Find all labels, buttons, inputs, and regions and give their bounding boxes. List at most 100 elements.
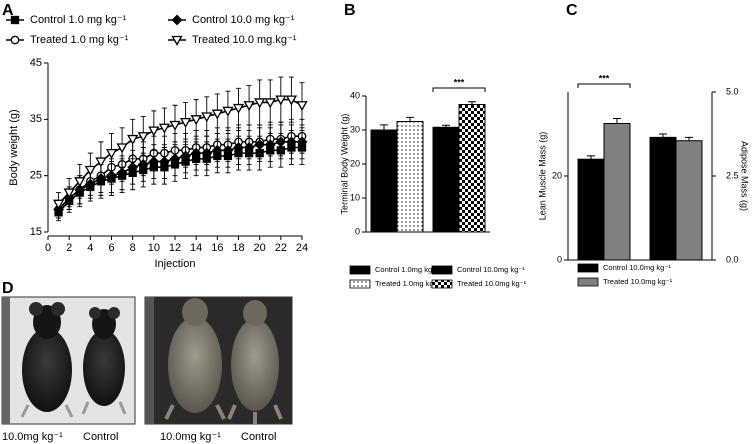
bar xyxy=(603,123,631,261)
panel: B 0 10 20 30 40 Terminal Body Weight (g) *** Con… xyxy=(339,2,527,289)
legend-label: Treated 10.0mg kg⁻¹ xyxy=(457,279,527,288)
marker xyxy=(52,199,65,210)
panel-label: A xyxy=(2,2,14,19)
marker xyxy=(243,101,255,112)
x-tick-label: 24 xyxy=(296,242,308,254)
panel-label: C xyxy=(566,2,578,19)
photo-1 xyxy=(1,296,136,425)
marker xyxy=(285,95,298,106)
marker xyxy=(254,139,266,151)
bar xyxy=(577,158,605,261)
error-bar xyxy=(587,155,595,160)
panel-label: B xyxy=(344,2,356,19)
marker xyxy=(233,142,244,153)
bar xyxy=(675,140,703,261)
marker xyxy=(180,150,192,162)
photo-2 xyxy=(144,296,293,425)
legend-swatch xyxy=(577,263,599,273)
marker xyxy=(148,126,160,137)
marker xyxy=(84,165,96,176)
marker xyxy=(190,115,202,126)
marker xyxy=(106,170,117,182)
legend-label: Treated 1.0mg kg⁻¹ xyxy=(375,279,440,288)
x-tick-label: 2 xyxy=(66,242,72,254)
marker xyxy=(285,136,297,148)
marker xyxy=(105,148,118,159)
y-axis-label: Lean Muscle Mass (g) xyxy=(537,132,547,221)
marker xyxy=(95,157,107,168)
x-axis-label: Injection xyxy=(155,258,196,270)
y2-tick-label: 2.5 xyxy=(726,170,739,180)
series-line xyxy=(58,135,302,211)
error-bar xyxy=(468,101,476,105)
x-tick-label: 14 xyxy=(190,242,202,254)
error-bar xyxy=(685,136,693,141)
legend-swatch xyxy=(349,279,371,289)
marker xyxy=(10,35,20,45)
x-tick-label: 0 xyxy=(45,242,51,254)
y2-axis-label: Adipose Mass (g) xyxy=(740,141,750,211)
x-tick-label: 20 xyxy=(254,242,266,254)
legend-label: Treated 10.0 mg.kg⁻¹ xyxy=(192,34,297,46)
x-tick-label: 18 xyxy=(232,242,244,254)
y2-tick-label: 5.0 xyxy=(726,86,739,96)
marker xyxy=(74,177,86,188)
marker xyxy=(243,142,255,153)
marker xyxy=(222,144,234,156)
marker xyxy=(171,35,183,46)
x-tick-label: 6 xyxy=(108,242,114,254)
marker xyxy=(169,120,181,131)
significance-bracket xyxy=(432,87,486,92)
y-tick-label: 45 xyxy=(30,57,42,69)
photo-caption: Control xyxy=(83,431,118,443)
marker xyxy=(127,134,139,145)
marker xyxy=(264,139,276,151)
significance-bracket xyxy=(577,83,631,88)
y-tick-label: 40 xyxy=(350,90,360,100)
x-tick-label: 16 xyxy=(211,242,223,254)
significance-label: *** xyxy=(454,77,465,87)
significance-label: *** xyxy=(599,73,610,83)
legend-swatch xyxy=(431,279,453,289)
x-tick-label: 22 xyxy=(275,242,287,254)
legend-swatch xyxy=(349,265,371,275)
marker xyxy=(275,136,287,148)
bar xyxy=(458,104,486,233)
marker xyxy=(116,167,128,179)
legend-label: Treated 1.0 mg kg⁻¹ xyxy=(30,34,129,46)
y-tick-label: 10 xyxy=(350,192,360,202)
y-tick-label: 20 xyxy=(552,170,562,180)
legend-swatch xyxy=(431,265,453,275)
marker xyxy=(264,98,276,109)
panel-label: D xyxy=(2,280,14,297)
y-tick-label: 20 xyxy=(350,158,360,168)
legend-label: Control 1.0 mg kg⁻¹ xyxy=(30,14,127,26)
bar xyxy=(396,121,424,233)
marker xyxy=(137,158,149,170)
marker xyxy=(211,109,223,120)
marker xyxy=(201,112,213,123)
y2-tick-label: 0.0 xyxy=(726,254,739,264)
photo-caption: 10.0mg kg⁻¹ xyxy=(2,431,63,443)
bar xyxy=(370,129,398,233)
marker xyxy=(232,103,245,114)
legend-label: Treated 10.0mg kg⁻¹ xyxy=(603,277,673,286)
marker xyxy=(222,106,234,117)
error-bar xyxy=(406,116,414,122)
marker xyxy=(296,101,308,112)
x-tick-label: 10 xyxy=(148,242,160,254)
legend-label: Control 10.0mg kg⁻¹ xyxy=(603,263,671,272)
marker xyxy=(127,161,139,173)
legend-label: Control 1.0mg kg⁻¹ xyxy=(375,265,439,274)
marker xyxy=(171,14,183,26)
error-bar xyxy=(659,133,667,138)
marker xyxy=(211,144,223,156)
marker xyxy=(158,123,171,134)
marker xyxy=(10,15,20,25)
y-axis-label: Terminal Body Weight (g) xyxy=(339,114,349,215)
y-tick-label: 35 xyxy=(30,113,42,125)
marker xyxy=(179,118,192,128)
photo-caption: 10.0mg kg⁻¹ xyxy=(160,431,221,443)
